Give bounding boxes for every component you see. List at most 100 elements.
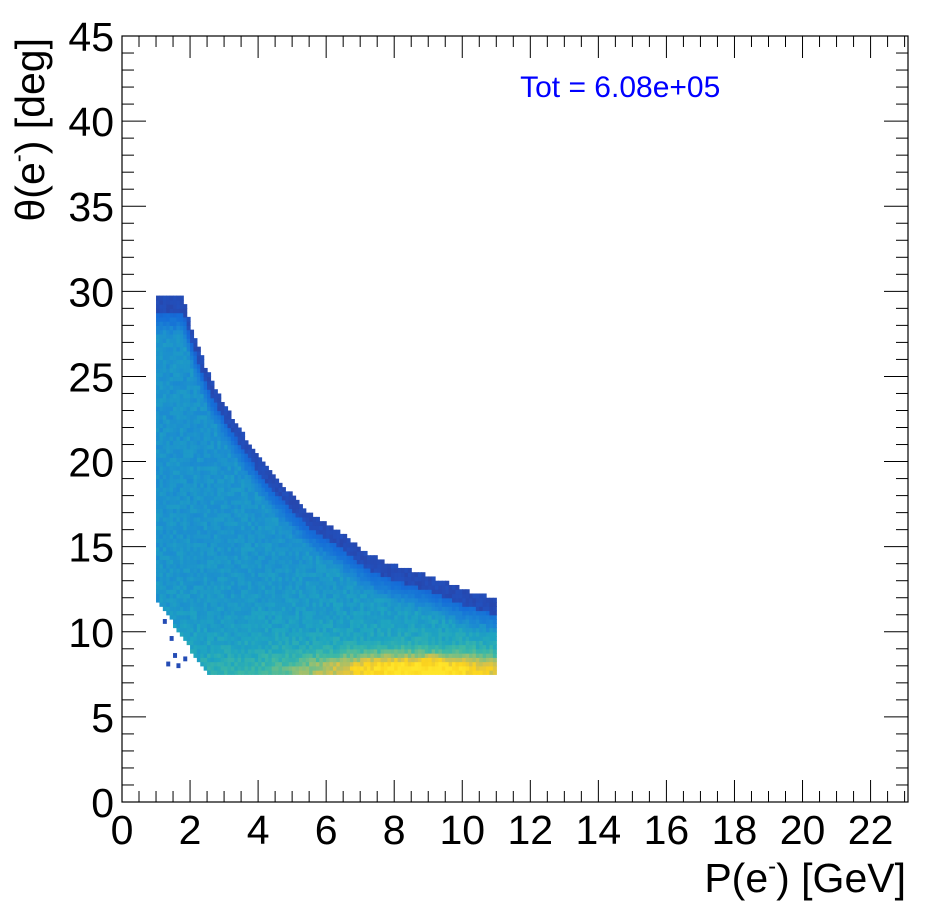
heatmap-cell: [438, 619, 443, 624]
heatmap-cell: [196, 529, 201, 535]
heatmap-cell: [479, 606, 484, 612]
heatmap-cell: [418, 657, 423, 663]
heatmap-cell: [309, 593, 314, 599]
heatmap-cell: [179, 304, 184, 309]
heatmap-cell: [166, 461, 171, 467]
heatmap-cell: [183, 478, 188, 484]
heatmap-cell: [173, 453, 178, 458]
heatmap-cell: [200, 499, 205, 505]
heatmap-cell: [261, 504, 266, 509]
heatmap-cell: [261, 640, 266, 646]
heatmap-cell: [268, 572, 273, 578]
heatmap-cell: [431, 665, 436, 671]
heatmap-cell: [458, 661, 463, 667]
heatmap-cell: [268, 653, 273, 658]
heatmap-cell: [346, 559, 351, 565]
heatmap-cell: [220, 427, 225, 433]
heatmap-cell: [261, 572, 266, 578]
heatmap-cell: [166, 576, 171, 582]
heatmap-cell: [305, 619, 310, 624]
heatmap-cell: [203, 384, 208, 390]
heatmap-cell: [258, 461, 263, 467]
heatmap-cell: [169, 542, 174, 548]
heatmap-cell: [458, 648, 463, 654]
heatmap-cell: [176, 444, 181, 450]
heatmap-cell: [305, 538, 310, 544]
heatmap-cell: [401, 584, 406, 590]
heatmap-cell: [261, 495, 266, 501]
heatmap-cell: [220, 563, 225, 569]
heatmap-cell: [360, 555, 365, 561]
heatmap-cell: [190, 389, 195, 395]
heatmap-cell: [373, 597, 378, 603]
heatmap-cell: [247, 482, 252, 488]
heatmap-cell: [458, 640, 463, 646]
heatmap-cell: [166, 478, 171, 484]
heatmap-cell: [159, 397, 164, 403]
heatmap-cell: [332, 661, 337, 667]
heatmap-cell: [268, 470, 273, 475]
heatmap-cell: [363, 614, 368, 620]
heatmap-cell: [329, 555, 334, 561]
heatmap-cell: [397, 665, 402, 671]
heatmap-cell: [363, 555, 368, 561]
heatmap-cell: [312, 521, 317, 526]
heatmap-cell: [220, 478, 225, 484]
heatmap-cell: [159, 419, 164, 424]
heatmap-cell: [183, 495, 188, 501]
heatmap-cell: [207, 410, 212, 416]
heatmap-cell: [241, 431, 246, 437]
heatmap-cell: [295, 572, 300, 578]
heatmap-cell: [213, 448, 218, 454]
heatmap-cell: [183, 533, 188, 539]
heatmap-cell: [213, 670, 218, 675]
heatmap-cell: [332, 610, 337, 616]
heatmap-cell: [230, 495, 235, 501]
heatmap-cell: [234, 550, 239, 556]
heatmap-cell: [285, 661, 290, 667]
heatmap-cell: [285, 580, 290, 586]
heatmap-cell: [373, 580, 378, 586]
heatmap-cell: [292, 533, 297, 539]
heatmap-cell: [349, 653, 354, 658]
heatmap-cell: [203, 614, 208, 620]
heatmap-cell: [472, 593, 477, 599]
heatmap-cell: [190, 436, 195, 441]
heatmap-cell: [176, 606, 181, 612]
heatmap-cell: [159, 427, 164, 433]
heatmap-cell: [217, 670, 222, 675]
heatmap-cell: [469, 606, 474, 612]
heatmap-cell: [472, 614, 477, 620]
heatmap-cell: [230, 606, 235, 612]
heatmap-cell: [234, 533, 239, 539]
heatmap-cell: [336, 661, 341, 667]
heatmap-cell: [169, 576, 174, 582]
heatmap-cell: [271, 508, 276, 514]
heatmap-cell: [213, 665, 218, 671]
heatmap-cell: [156, 410, 161, 416]
heatmap-cell: [220, 636, 225, 641]
heatmap-cell: [486, 653, 491, 658]
heatmap-cell: [486, 648, 491, 654]
heatmap-cell: [237, 533, 242, 539]
heatmap-cell: [159, 423, 164, 429]
heatmap-cell: [230, 491, 235, 497]
heatmap-cell: [366, 631, 371, 637]
y-tick-label: 45: [68, 14, 114, 60]
heatmap-cell: [360, 610, 365, 616]
heatmap-cell: [210, 606, 215, 612]
heatmap-cell: [271, 529, 276, 535]
heatmap-cell: [210, 619, 215, 624]
heatmap-cell: [230, 444, 235, 450]
heatmap-cell: [200, 576, 205, 582]
heatmap-cell: [203, 448, 208, 454]
heatmap-cell: [404, 627, 409, 633]
heatmap-cell: [404, 636, 409, 641]
heatmap-cell: [424, 614, 429, 620]
heatmap-cell: [224, 419, 229, 424]
heatmap-cell: [472, 657, 477, 663]
heatmap-cell: [278, 521, 283, 526]
heatmap-cell: [196, 461, 201, 467]
heatmap-cell: [162, 401, 167, 407]
heatmap-cell: [186, 572, 191, 578]
